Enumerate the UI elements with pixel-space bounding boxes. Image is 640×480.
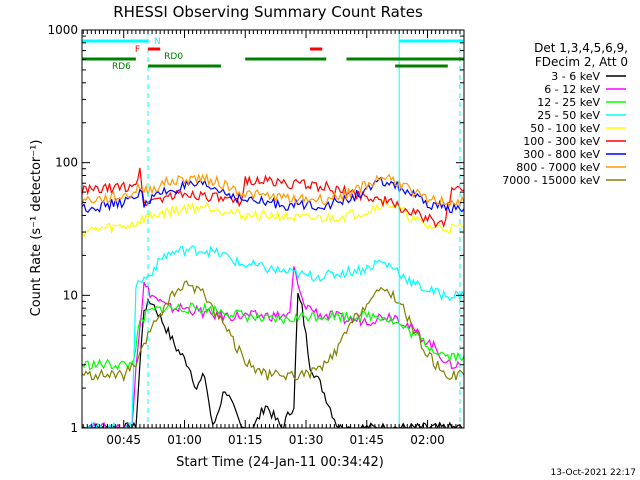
chart-title: RHESSI Observing Summary Count Rates bbox=[113, 3, 423, 21]
y-tick-label: 10 bbox=[63, 288, 78, 302]
legend-label: 12 - 25 keV bbox=[537, 96, 600, 109]
series-line-12-25-kev bbox=[82, 301, 464, 371]
y-tick-label: 1 bbox=[70, 421, 78, 435]
series-line-25-50-kev bbox=[82, 244, 464, 428]
legend: Det 1,3,4,5,6,9, FDecim 2, Att 0 3 - 6 k… bbox=[502, 41, 628, 187]
legend-label: 6 - 12 keV bbox=[544, 83, 600, 96]
flag-label-rd6: RD6 bbox=[112, 62, 131, 72]
legend-label: 3 - 6 keV bbox=[551, 70, 600, 83]
legend-label: 25 - 50 keV bbox=[537, 109, 600, 122]
legend-header-line-2: FDecim 2, Att 0 bbox=[535, 55, 628, 69]
x-axis-label: Start Time (24-Jan-11 00:34:42) bbox=[176, 455, 384, 470]
y-tick-label: 100 bbox=[55, 156, 78, 170]
axes: N F RD0 RD6 00:45 01:00 01:15 01:30 01:45 02:00 1 1… bbox=[47, 23, 465, 447]
series-line-100-300-kev bbox=[82, 167, 464, 229]
flag-label-n: N bbox=[154, 37, 161, 47]
x-tick-label: 01:30 bbox=[289, 433, 324, 447]
legend-label: 800 - 7000 keV bbox=[516, 161, 600, 174]
series-line-300-800-kev bbox=[82, 176, 464, 214]
legend-label: 300 - 800 keV bbox=[523, 148, 600, 161]
flag-label-f: F bbox=[135, 45, 140, 55]
legend-header-line-1: Det 1,3,4,5,6,9, bbox=[534, 41, 628, 55]
flag-label-rd0: RD0 bbox=[164, 52, 183, 62]
x-tick-label: 01:15 bbox=[228, 433, 263, 447]
x-tick-label: 01:00 bbox=[167, 433, 202, 447]
series-line-6-12-kev bbox=[82, 266, 461, 428]
y-axis-label: Count Rate (s⁻¹ detector⁻¹) bbox=[29, 140, 44, 317]
series-line-50-100-kev bbox=[82, 199, 464, 239]
series-line-7000-15000-kev bbox=[82, 280, 464, 383]
footer-timestamp: 13-Oct-2021 22:17 bbox=[551, 468, 636, 478]
legend-label: 50 - 100 keV bbox=[530, 122, 600, 135]
x-tick-label: 01:45 bbox=[349, 433, 384, 447]
legend-label: 7000 - 15000 keV bbox=[502, 174, 600, 187]
legend-label: 100 - 300 keV bbox=[523, 135, 600, 148]
plot-frame bbox=[81, 29, 465, 429]
y-tick-label: 1000 bbox=[47, 23, 78, 37]
x-tick-label: 00:45 bbox=[106, 433, 141, 447]
x-tick-label: 02:00 bbox=[410, 433, 445, 447]
series-line-800-7000-kev bbox=[82, 172, 464, 208]
plot-area bbox=[82, 30, 464, 428]
